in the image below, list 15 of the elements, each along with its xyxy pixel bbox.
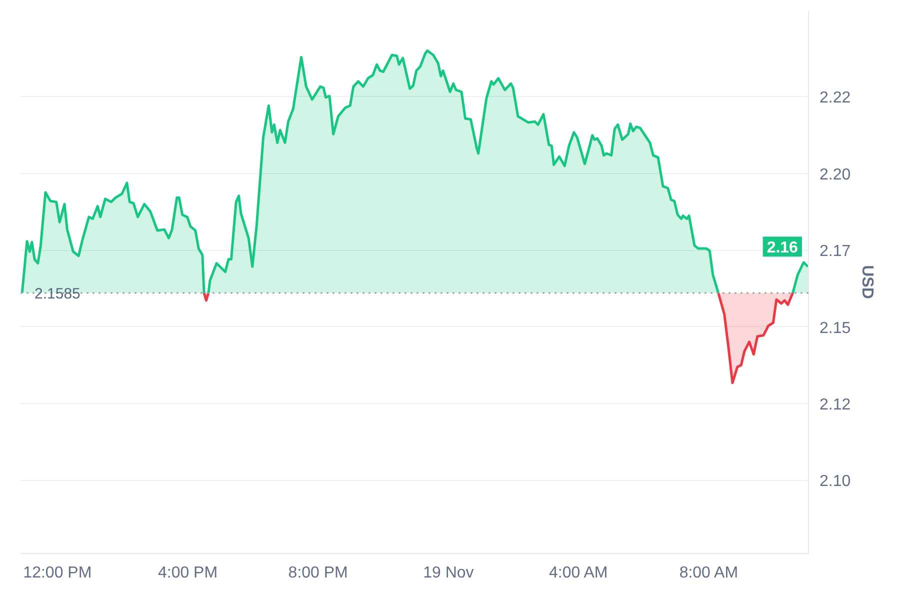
x-tick-label: 8:00 PM — [288, 564, 348, 582]
x-tick-label: 8:00 AM — [679, 564, 738, 582]
y-tick-label: 2.10 — [820, 473, 851, 490]
x-tick-label: 19 Nov — [423, 564, 474, 582]
x-tick-label: 4:00 AM — [548, 564, 608, 582]
y-tick-label: 2.12 — [820, 396, 851, 414]
y-axis-title: USD — [858, 265, 876, 299]
x-tick-label: 12:00 PM — [23, 564, 92, 582]
x-tick-label: 4:00 PM — [158, 564, 218, 582]
y-tick-label: 2.22 — [820, 90, 851, 107]
ref-line-label: 2.1585 — [34, 286, 80, 303]
y-tick-label: 2.20 — [820, 166, 851, 184]
y-tick-label: 2.17 — [820, 243, 851, 260]
y-tick-label: 2.15 — [820, 320, 851, 337]
annotation: 2.16 — [766, 240, 798, 257]
